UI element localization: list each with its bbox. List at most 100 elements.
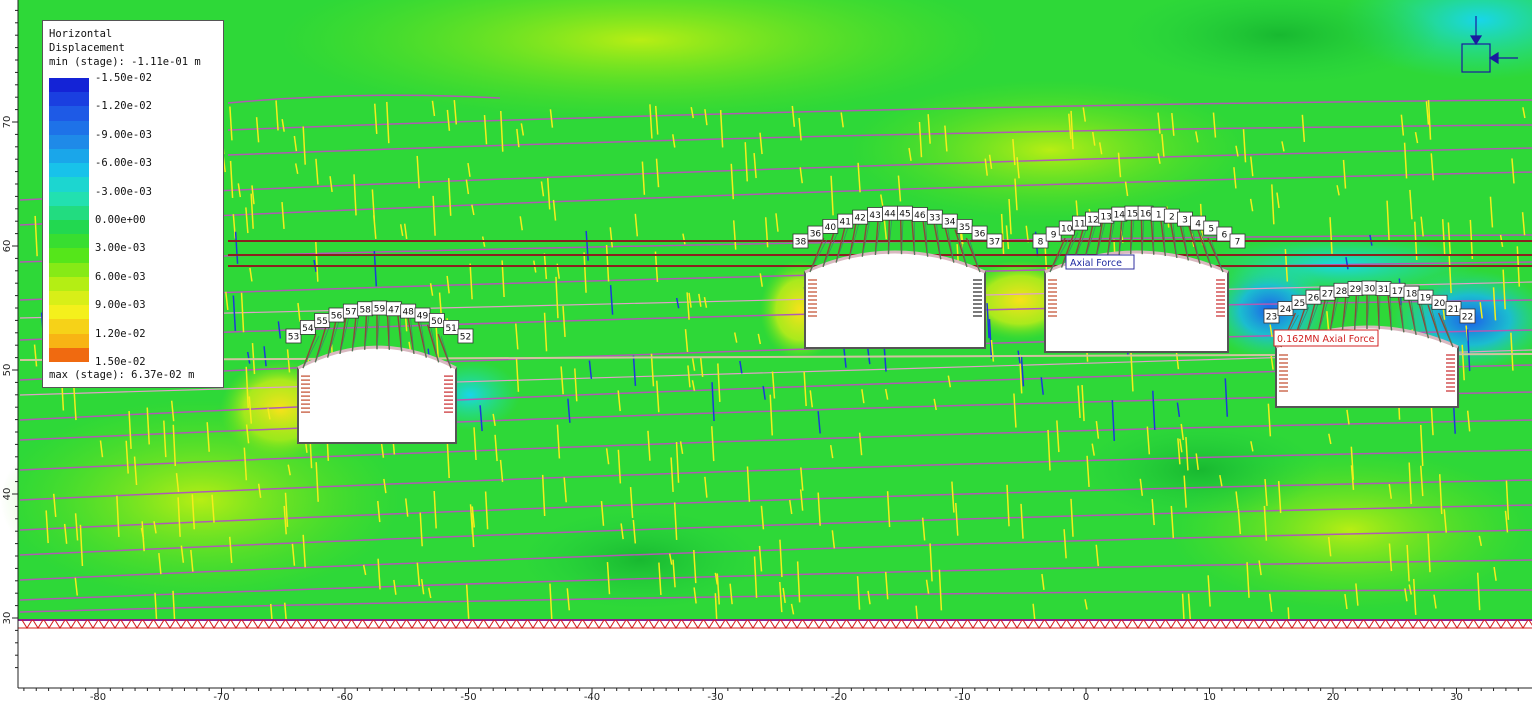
svg-text:34: 34 xyxy=(944,218,956,228)
x-tick-label: -20 xyxy=(831,692,847,703)
svg-text:33: 33 xyxy=(929,214,940,224)
bolt-label[interactable]: 38 xyxy=(793,234,808,248)
svg-text:44: 44 xyxy=(884,210,896,220)
bolt-label[interactable]: 26 xyxy=(1306,290,1321,304)
bolt-label[interactable]: 19 xyxy=(1418,290,1433,304)
bolt-label[interactable]: 33 xyxy=(927,210,942,224)
svg-text:29: 29 xyxy=(1350,285,1362,295)
svg-text:21: 21 xyxy=(1448,305,1459,315)
bolt-label[interactable]: 42 xyxy=(853,210,868,224)
svg-text:28: 28 xyxy=(1336,287,1348,297)
bolt-label[interactable]: 20 xyxy=(1432,295,1447,309)
x-tick-label: -40 xyxy=(584,692,600,703)
legend-level-label: -9.00e-03 xyxy=(95,129,152,141)
bolt-label[interactable]: 40 xyxy=(823,219,838,233)
svg-text:4: 4 xyxy=(1195,220,1201,230)
legend-swatches xyxy=(49,78,89,362)
bolt-label[interactable]: 51 xyxy=(444,320,459,334)
bolt-label[interactable]: 47 xyxy=(386,302,401,316)
bolt-label[interactable]: 36 xyxy=(972,226,987,240)
svg-text:27: 27 xyxy=(1322,290,1333,300)
svg-text:24: 24 xyxy=(1280,305,1292,315)
svg-text:20: 20 xyxy=(1434,299,1446,309)
bolt-label[interactable]: 58 xyxy=(358,302,373,316)
svg-text:7: 7 xyxy=(1235,238,1241,248)
legend-swatch xyxy=(49,192,89,207)
bolt-label[interactable]: 25 xyxy=(1292,295,1307,309)
legend-swatch xyxy=(49,149,89,164)
svg-text:58: 58 xyxy=(359,305,371,315)
bolt-label[interactable]: 52 xyxy=(458,329,473,343)
svg-text:3: 3 xyxy=(1182,216,1188,226)
bolt-label[interactable]: 46 xyxy=(912,207,927,221)
legend-level-label: 0.00e+00 xyxy=(95,214,146,226)
axial-force-annotation-1[interactable]: 0.162MN Axial Force xyxy=(1274,330,1378,346)
bolt-label[interactable]: 44 xyxy=(883,206,898,220)
bolt-label[interactable]: 59 xyxy=(372,301,387,315)
axial-force-label-2: Axial Force xyxy=(1070,258,1122,269)
bolt-label[interactable]: 23 xyxy=(1264,309,1279,323)
svg-text:13: 13 xyxy=(1100,213,1111,223)
svg-text:54: 54 xyxy=(302,324,314,334)
bolt-label[interactable]: 49 xyxy=(415,308,430,322)
legend-level-label: 1.50e-02 xyxy=(95,356,146,368)
svg-text:25: 25 xyxy=(1294,299,1305,309)
legend-swatch xyxy=(49,305,89,320)
legend-swatch xyxy=(49,121,89,136)
bolt-label[interactable]: 53 xyxy=(286,329,301,343)
svg-text:50: 50 xyxy=(431,317,443,327)
bolt-label[interactable]: 56 xyxy=(329,308,344,322)
legend-swatch xyxy=(49,319,89,334)
bolt-label[interactable]: 41 xyxy=(838,214,853,228)
axial-force-annotation-2[interactable]: Axial Force xyxy=(1066,255,1134,269)
svg-text:30: 30 xyxy=(1364,285,1376,295)
bolt-label[interactable]: 36 xyxy=(808,226,823,240)
legend-swatch xyxy=(49,106,89,121)
bolt-label[interactable]: 45 xyxy=(897,206,912,220)
bolt-label[interactable]: 30 xyxy=(1362,281,1377,295)
bolt-label[interactable]: 48 xyxy=(401,304,416,318)
svg-text:23: 23 xyxy=(1266,313,1277,323)
legend-swatch xyxy=(49,248,89,263)
svg-text:16: 16 xyxy=(1140,210,1152,220)
bolt-label[interactable]: 24 xyxy=(1278,302,1293,316)
bolt-label[interactable]: 18 xyxy=(1404,286,1419,300)
legend-swatch xyxy=(49,348,89,363)
bolt-label[interactable]: 31 xyxy=(1376,282,1391,296)
svg-text:15: 15 xyxy=(1127,210,1138,220)
bolt-label[interactable]: 57 xyxy=(343,304,358,318)
bolt-label[interactable]: 43 xyxy=(868,207,883,221)
svg-text:42: 42 xyxy=(854,214,865,224)
bolt-label[interactable]: 37 xyxy=(987,234,1002,248)
bolt-label[interactable]: 7 xyxy=(1230,234,1245,248)
bolt-label[interactable]: 34 xyxy=(942,214,957,228)
bolt-label[interactable]: 35 xyxy=(957,219,972,233)
bolt-label[interactable]: 17 xyxy=(1390,283,1405,297)
bolt-label[interactable]: 27 xyxy=(1320,286,1335,300)
bolt-label[interactable]: 22 xyxy=(1460,309,1475,323)
axial-force-label-1: 0.162MN Axial Force xyxy=(1277,334,1375,345)
bolt-label[interactable]: 28 xyxy=(1334,283,1349,297)
bolt-label[interactable]: 55 xyxy=(315,313,330,327)
svg-text:5: 5 xyxy=(1208,225,1214,235)
legend-swatch xyxy=(49,291,89,306)
legend-min: min (stage): -1.11e-01 m xyxy=(49,56,201,68)
svg-text:46: 46 xyxy=(914,211,926,221)
svg-text:26: 26 xyxy=(1308,294,1320,304)
svg-text:2: 2 xyxy=(1169,213,1175,223)
legend-swatch xyxy=(49,234,89,249)
legend-swatch xyxy=(49,177,89,192)
legend[interactable]: Horizontal Displacement min (stage): -1.… xyxy=(42,20,224,388)
legend-max: max (stage): 6.37e-02 m xyxy=(49,369,194,381)
bolt-label[interactable]: 50 xyxy=(429,313,444,327)
bolt-label[interactable]: 29 xyxy=(1348,282,1363,296)
legend-level-label: -1.20e-02 xyxy=(95,100,152,112)
svg-text:1: 1 xyxy=(1156,211,1162,221)
bolt-label[interactable]: 21 xyxy=(1446,302,1461,316)
bolt-label[interactable]: 54 xyxy=(300,320,315,334)
svg-text:9: 9 xyxy=(1051,231,1057,241)
svg-text:36: 36 xyxy=(974,230,986,240)
